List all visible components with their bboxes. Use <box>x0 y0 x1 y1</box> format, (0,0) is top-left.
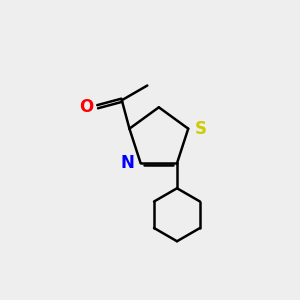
Text: N: N <box>120 154 134 172</box>
Text: O: O <box>79 98 93 116</box>
Text: S: S <box>195 120 207 138</box>
